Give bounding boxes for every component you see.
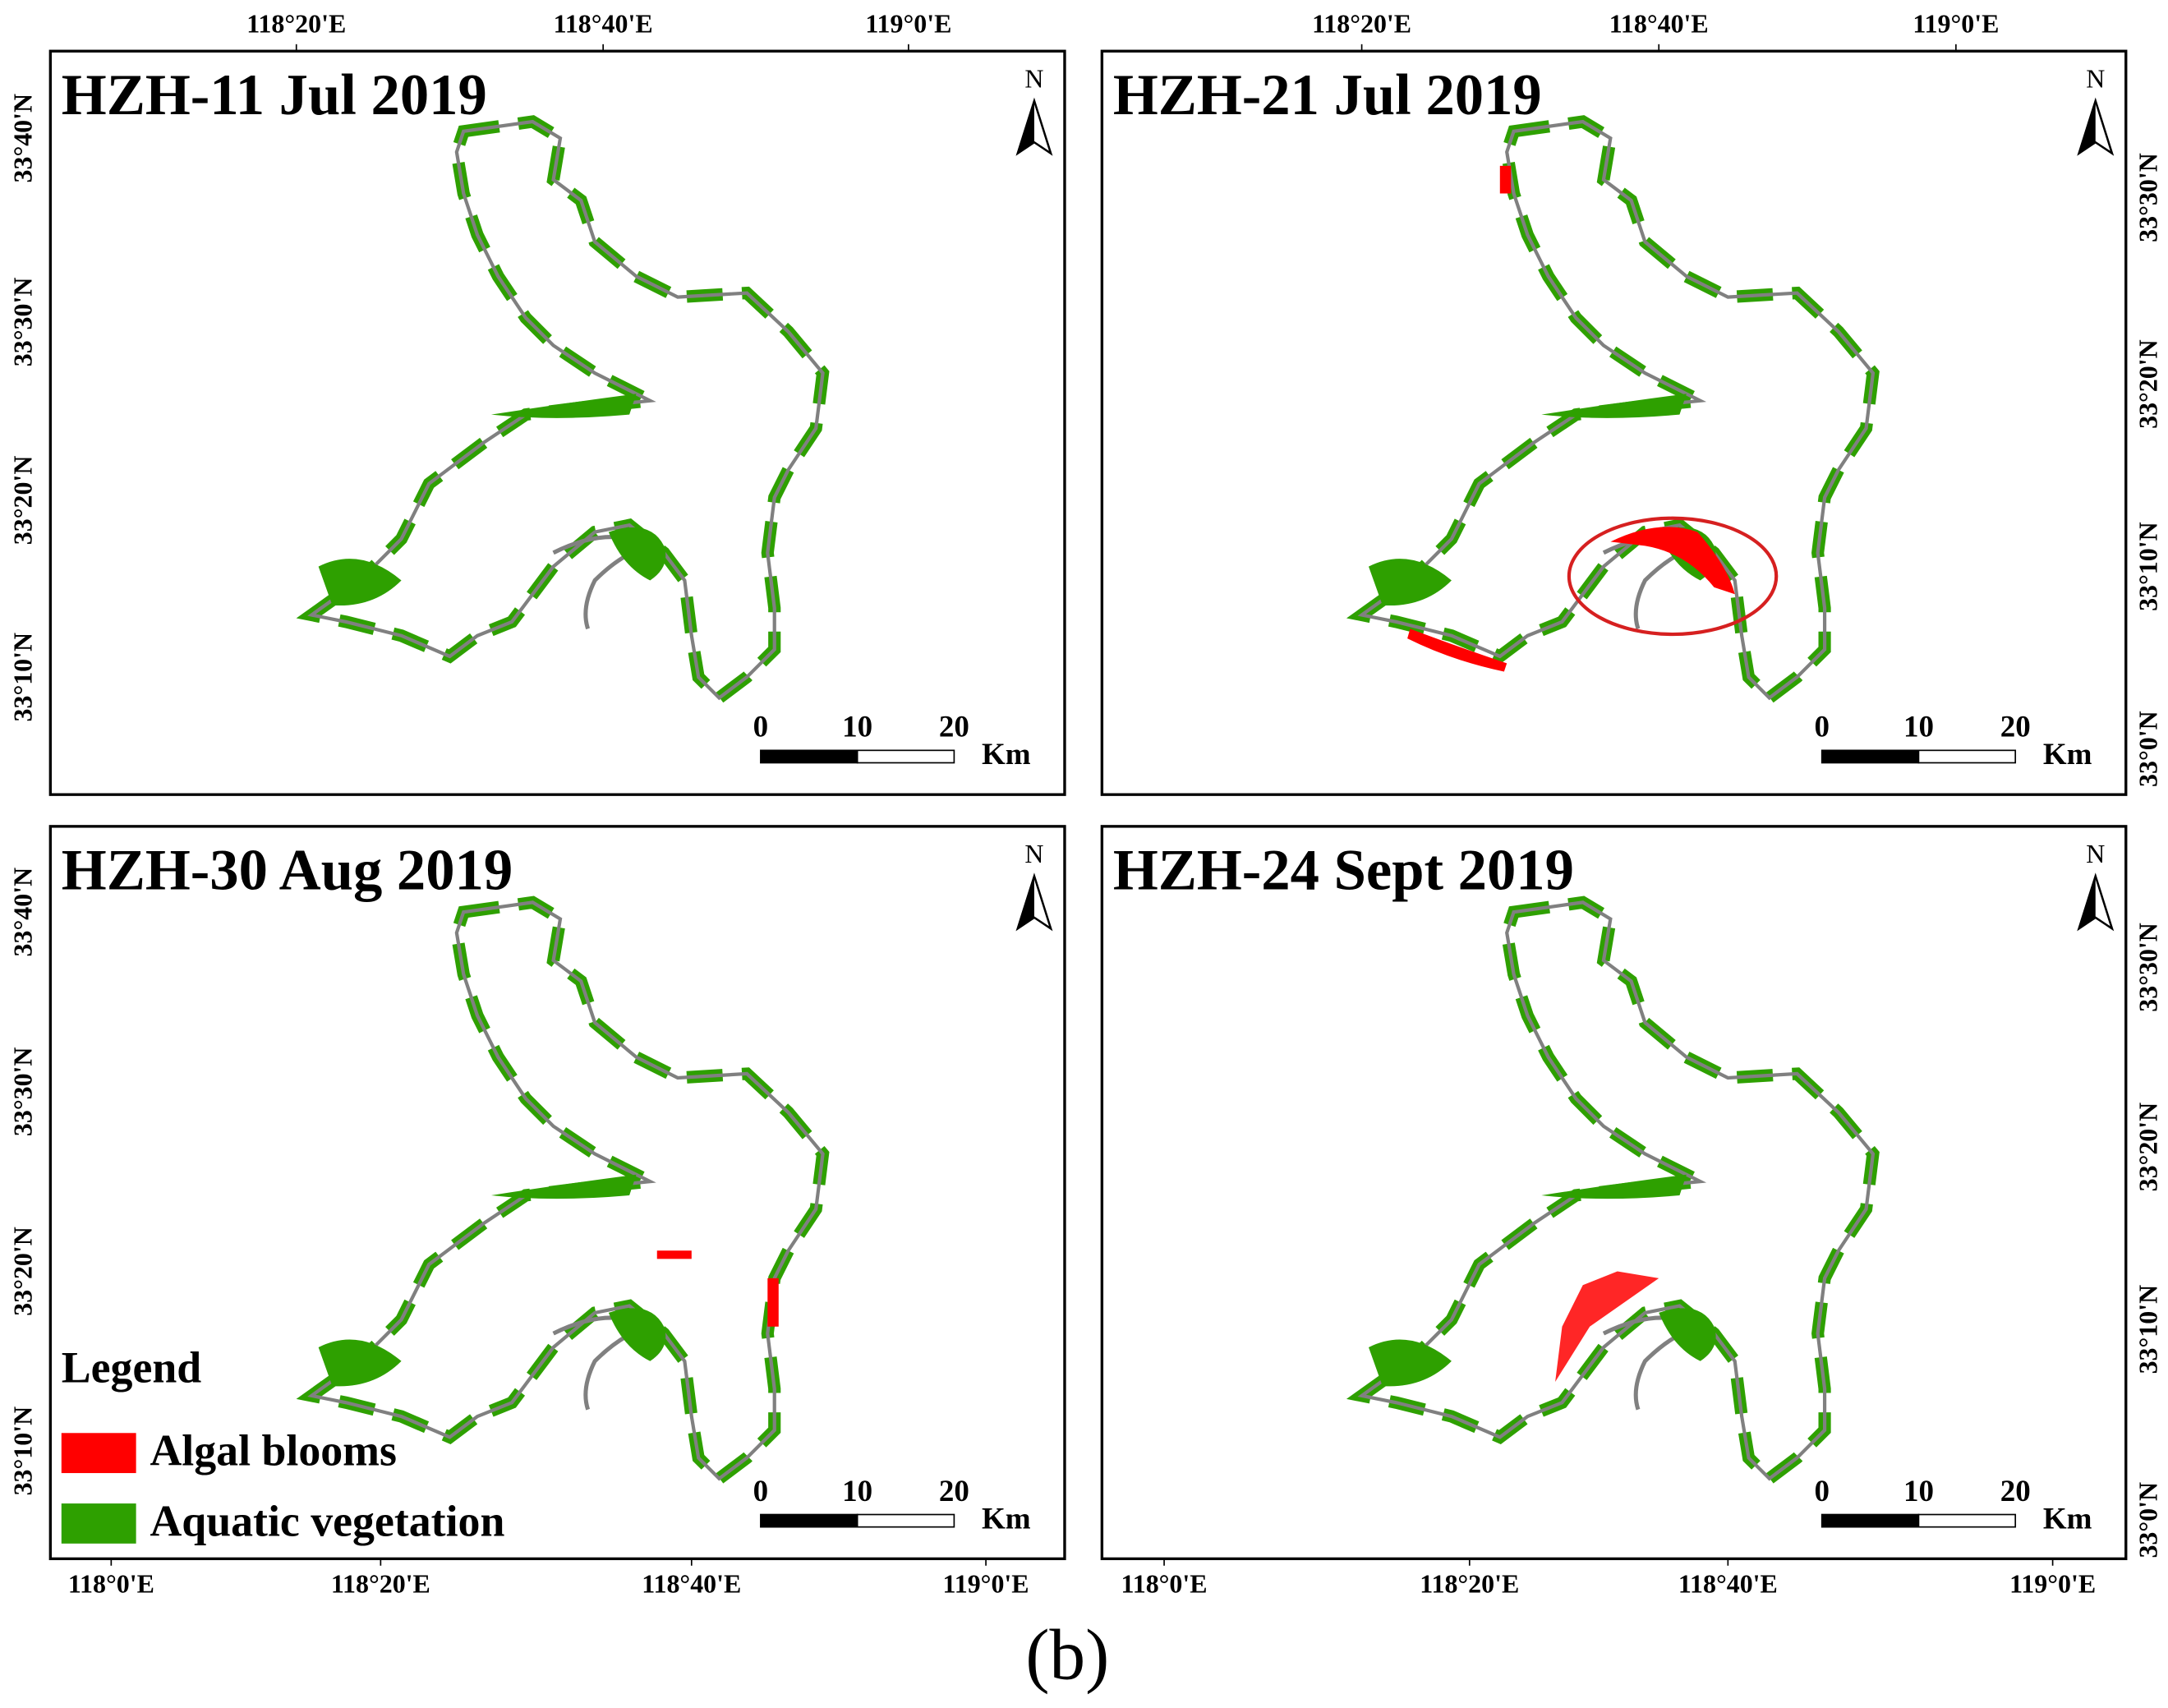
legend-swatch [61, 1503, 136, 1544]
scale-label: 20 [2000, 711, 2031, 744]
north-arrow [1016, 875, 1052, 930]
highlight-ellipse [1567, 516, 1779, 637]
y-tick-label: 33°30'N [8, 1047, 37, 1137]
y-tick-label: 33°10'N [8, 1406, 37, 1496]
x-tick-label: 119°0'E [943, 1569, 1029, 1598]
y-tick-label: 33°20'N [8, 456, 37, 546]
x-tick-label: 118°20'E [331, 1569, 430, 1598]
y-tick-label: 33°30'N [2133, 923, 2162, 1012]
panel-frame [48, 49, 1066, 796]
panel-title: HZH-21 Jul 2019 [1113, 63, 1542, 127]
x-tick-label: 118°0'E [1121, 1569, 1208, 1598]
north-label: N [2086, 840, 2105, 868]
scale-bar [1917, 1513, 2017, 1528]
panel-title: HZH-11 Jul 2019 [62, 63, 487, 127]
panel-frame [1100, 825, 2128, 1561]
x-tick-label: 118°40'E [554, 9, 653, 38]
x-tick-label: 118°40'E [642, 1569, 741, 1598]
y-tick-label: 33°10'N [2133, 1285, 2162, 1374]
scale-label: 0 [1814, 1475, 1830, 1508]
scale-unit: Km [982, 1502, 1031, 1535]
scale-unit: Km [2043, 738, 2092, 771]
legend-swatch [61, 1433, 136, 1474]
north-arrow [2078, 875, 2114, 930]
scale-label: 20 [2000, 1475, 2031, 1508]
north-arrow [1016, 99, 1052, 154]
scale-bar [1820, 1513, 1920, 1528]
y-tick-label: 33°20'N [2133, 339, 2162, 429]
panel-frame [48, 825, 1066, 1561]
lake-map [1362, 902, 1873, 1478]
panel-title: HZH-30 Aug 2019 [62, 839, 513, 903]
lake-map [1362, 122, 1873, 697]
y-tick-label: 33°0'N [2133, 1482, 2162, 1558]
y-tick-label: 33°20'N [2133, 1103, 2162, 1192]
x-tick-label: 118°20'E [246, 9, 346, 38]
scale-bar [1820, 749, 1920, 764]
legend-label: Algal blooms [150, 1426, 397, 1476]
scale-bar [760, 1513, 858, 1528]
scale-unit: Km [2043, 1502, 2092, 1535]
y-tick-label: 33°10'N [2133, 522, 2162, 611]
scale-label: 10 [1903, 1475, 1934, 1508]
x-tick-label: 118°20'E [1312, 9, 1411, 38]
x-tick-label: 118°40'E [1678, 1569, 1778, 1598]
caption: (b) [1025, 1615, 1109, 1695]
scale-label: 10 [842, 711, 872, 744]
legend-label: Aquatic vegetation [150, 1496, 504, 1545]
y-tick-label: 33°10'N [8, 633, 37, 722]
algal-blooms [656, 165, 1735, 1383]
north-label: N [1024, 65, 1043, 94]
scale-label: 0 [1814, 711, 1830, 744]
scale-unit: Km [982, 738, 1031, 771]
north-label: N [2086, 65, 2105, 94]
y-tick-label: 33°40'N [8, 94, 37, 183]
lake-map [311, 902, 822, 1478]
y-tick-label: 33°40'N [8, 868, 37, 957]
north-label: N [1024, 840, 1043, 868]
y-tick-label: 33°0'N [2133, 711, 2162, 787]
x-tick-label: 119°0'E [1913, 9, 1999, 38]
x-tick-label: 119°0'E [2009, 1569, 2096, 1598]
panel-title: HZH-24 Sept 2019 [1113, 839, 1574, 903]
scale-label: 10 [1903, 711, 1934, 744]
lake-map [311, 122, 822, 697]
panel-frame [1100, 49, 2128, 796]
north-arrow [2078, 99, 2114, 154]
scale-bar [856, 1513, 955, 1528]
scale-label: 0 [753, 711, 768, 744]
scale-bar [760, 749, 858, 764]
legend-title: Legend [62, 1343, 201, 1393]
x-tick-label: 118°40'E [1609, 9, 1709, 38]
x-tick-label: 118°20'E [1420, 1569, 1519, 1598]
x-tick-label: 119°0'E [865, 9, 951, 38]
y-tick-label: 33°30'N [2133, 153, 2162, 242]
scale-label: 0 [753, 1475, 768, 1508]
y-tick-label: 33°20'N [8, 1227, 37, 1316]
scale-bar [1917, 749, 2017, 764]
scale-label: 20 [939, 711, 969, 744]
x-tick-label: 118°0'E [68, 1569, 154, 1598]
y-tick-label: 33°30'N [8, 278, 37, 367]
scale-bar [856, 749, 955, 764]
scale-label: 10 [842, 1475, 872, 1508]
scale-label: 20 [939, 1475, 969, 1508]
